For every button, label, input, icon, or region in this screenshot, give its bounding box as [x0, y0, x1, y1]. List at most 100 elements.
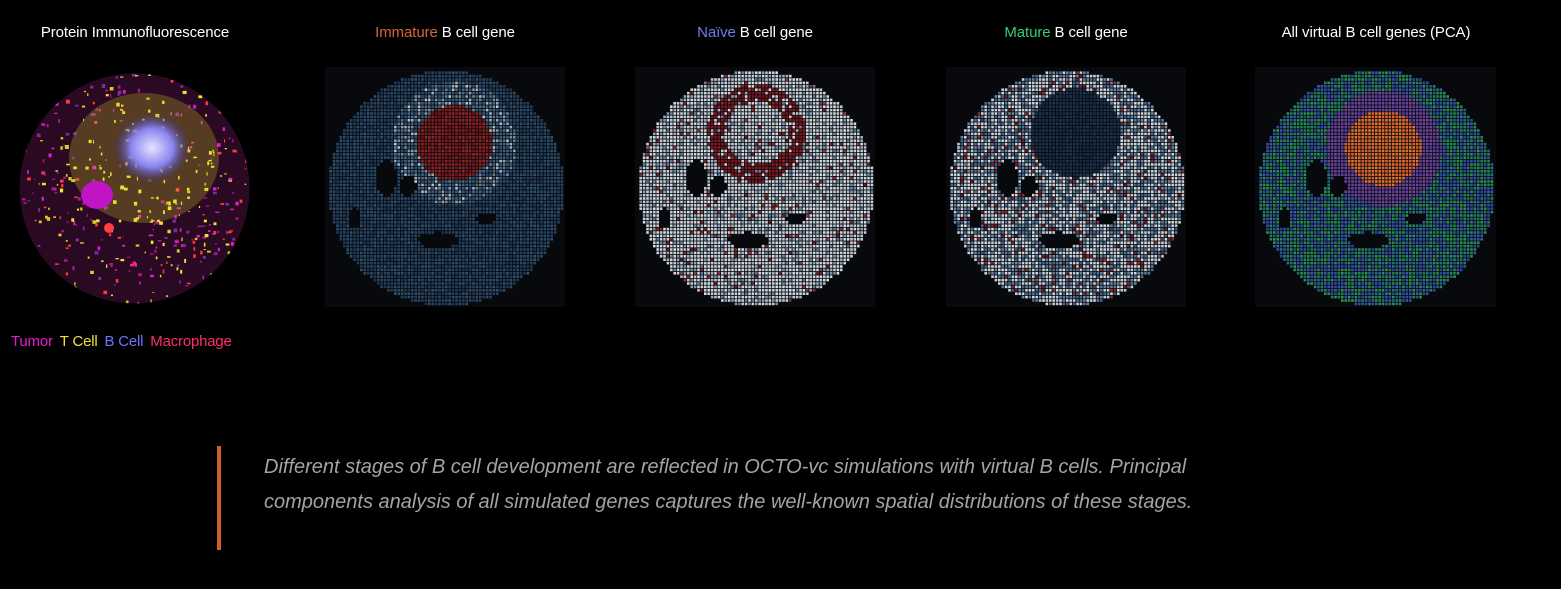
grid-cell — [370, 234, 373, 238]
grid-cell — [533, 156, 536, 159]
grid-cell — [366, 190, 370, 193]
grid-cell — [387, 231, 390, 234]
grid-cell — [445, 265, 448, 268]
grid-cell — [816, 112, 819, 115]
grid-cell — [465, 255, 468, 258]
grid-cell — [772, 74, 775, 78]
grid-cell — [387, 91, 390, 95]
grid-cell — [390, 129, 394, 132]
grid-cell — [383, 95, 387, 98]
grid-cell — [397, 129, 400, 132]
grid-cell — [509, 187, 513, 190]
grid-cell — [431, 125, 434, 129]
grid-cell — [356, 149, 360, 153]
grid-cell — [366, 132, 370, 136]
grid-cell — [336, 221, 339, 224]
grid-cell — [400, 166, 404, 170]
grid-cell — [485, 227, 489, 231]
grid-cell — [673, 112, 676, 115]
grid-cell — [451, 183, 455, 187]
grid-cell — [363, 265, 366, 268]
grid-cell — [465, 176, 468, 180]
grid-cell — [424, 163, 428, 166]
grid-cell — [802, 115, 806, 119]
speckle — [51, 187, 56, 191]
grid-cell — [540, 214, 543, 217]
grid-cell — [492, 282, 496, 285]
grid-cell — [404, 153, 407, 156]
grid-cell — [394, 248, 397, 251]
grid-cell — [441, 289, 445, 292]
grid-cell — [434, 71, 438, 74]
grid-cell — [519, 173, 523, 176]
grid-cell — [383, 197, 387, 200]
grid-cell — [475, 268, 479, 272]
grid-cell — [438, 95, 441, 98]
grid-cell — [506, 170, 509, 173]
grid-cell — [482, 248, 485, 251]
grid-cell — [530, 139, 533, 142]
speckle — [75, 224, 78, 226]
grid-cell — [373, 115, 377, 119]
grid-cell — [744, 112, 748, 115]
grid-cell — [445, 183, 448, 187]
grid-cell — [343, 163, 346, 166]
grid-cell — [700, 105, 704, 108]
grid-cell — [492, 244, 496, 248]
grid-cell — [492, 265, 496, 268]
grid-cell — [387, 105, 390, 108]
grid-cell — [373, 255, 377, 258]
grid-cell — [751, 132, 755, 136]
grid-cell — [404, 78, 407, 81]
grid-cell — [509, 251, 513, 255]
grid-cell — [451, 74, 455, 78]
grid-cell — [377, 149, 380, 153]
grid-cell — [353, 241, 356, 244]
stage-label: Naïve — [697, 24, 736, 41]
grid-cell — [492, 248, 496, 251]
grid-cell — [397, 265, 400, 268]
grid-cell — [462, 282, 465, 285]
grid-cell — [458, 289, 462, 292]
grid-cell — [526, 176, 530, 180]
grid-cell — [482, 278, 485, 282]
grid-cell — [431, 227, 434, 231]
grid-cell — [451, 132, 455, 136]
grid-cell — [755, 85, 758, 88]
speckle — [237, 296, 239, 301]
grid-cell — [455, 224, 458, 227]
grid-cell — [744, 132, 748, 136]
grid-cell — [329, 193, 332, 197]
grid-cell — [499, 248, 502, 251]
speckle — [204, 182, 206, 186]
grid-cell — [363, 125, 366, 129]
speckle — [210, 273, 213, 276]
grid-cell — [765, 105, 768, 108]
grid-cell — [823, 98, 826, 102]
grid-cell — [509, 221, 513, 224]
grid-cell — [434, 207, 438, 210]
grid-cell — [502, 173, 506, 176]
grid-cell — [343, 244, 346, 248]
grid-cell — [536, 132, 540, 136]
grid-cell — [360, 163, 363, 166]
grid-cell — [550, 156, 553, 159]
grid-cell — [526, 105, 530, 108]
grid-cell — [458, 299, 462, 302]
grid-cell — [383, 234, 387, 238]
grid-cell — [380, 261, 383, 265]
grid-cell — [836, 129, 840, 132]
grid-cell — [492, 156, 496, 159]
grid-cell — [424, 210, 428, 214]
grid-cell — [458, 275, 462, 278]
grid-cell — [704, 112, 707, 115]
grid-cell — [496, 105, 499, 108]
grid-cell — [411, 142, 414, 146]
speckle — [55, 263, 59, 265]
speckle — [180, 85, 184, 88]
grid-cell — [424, 214, 428, 217]
grid-cell — [475, 112, 479, 115]
grid-cell — [836, 112, 840, 115]
grid-cell — [492, 112, 496, 115]
grid-cell — [394, 119, 397, 122]
